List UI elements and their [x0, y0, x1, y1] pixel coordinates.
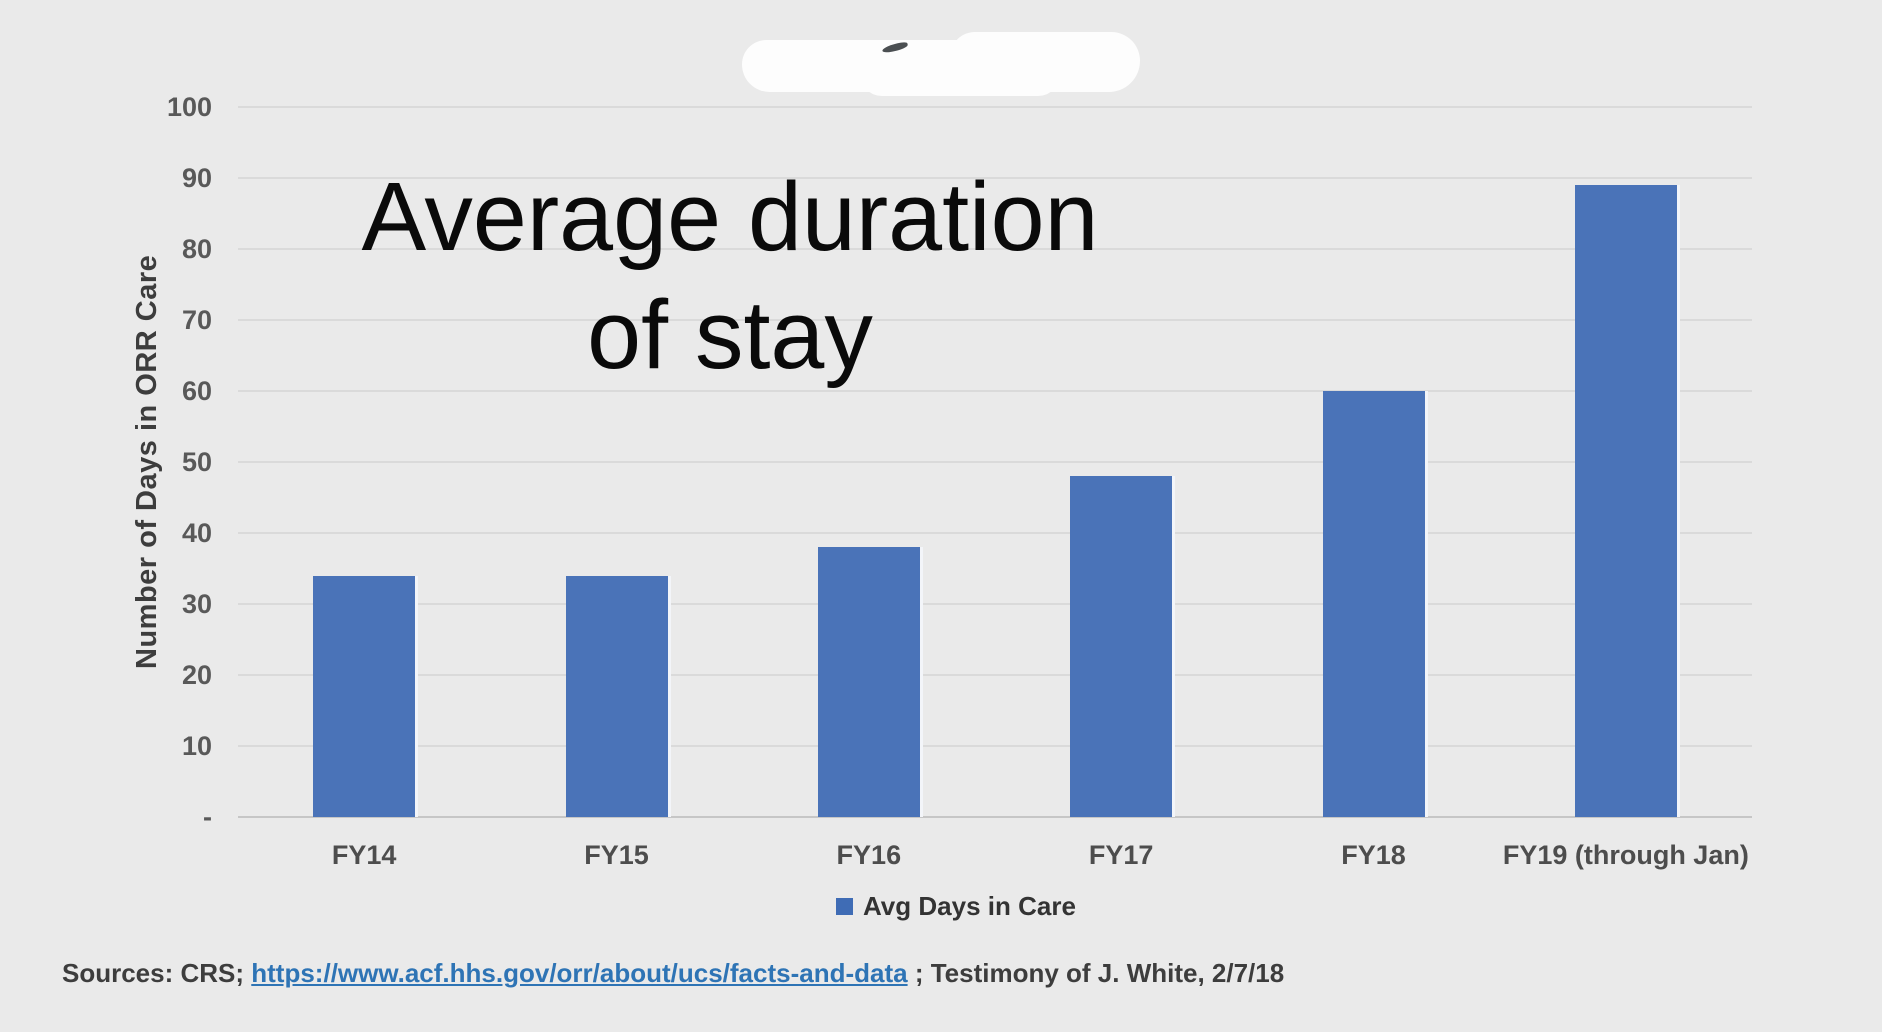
sources-suffix: ; Testimony of J. White, 2/7/18 — [907, 958, 1285, 988]
y-tick-label-40: 40 — [181, 518, 212, 548]
chart-title-line2: of stay — [587, 280, 873, 390]
bar-fy14 — [313, 576, 415, 817]
x-axis-label-fy18: FY18 — [1341, 840, 1406, 870]
x-axis-line — [238, 816, 1752, 818]
gridline — [238, 745, 1752, 747]
y-tick-label-90: 90 — [181, 163, 212, 193]
gridline — [238, 177, 1752, 179]
y-tick-label-100: 100 — [166, 92, 212, 122]
y-tick-label-80: 80 — [181, 234, 212, 264]
x-axis-label-fy19-through-jan: FY19 (through Jan) — [1502, 840, 1749, 870]
gridline — [238, 248, 1752, 250]
y-tick-label-30: 30 — [181, 589, 212, 619]
sources-line: Sources: CRS; https://www.acf.hhs.gov/or… — [62, 958, 1284, 989]
legend: Avg Days in Care — [836, 891, 1076, 922]
gridline — [238, 461, 1752, 463]
bar-fy18 — [1323, 391, 1425, 817]
chart-title: Average duration of stay — [270, 158, 1190, 395]
x-axis-label-fy15: FY15 — [584, 840, 649, 870]
gridline — [238, 390, 1752, 392]
y-tick-label-0: - — [203, 802, 212, 832]
y-tick-label-60: 60 — [181, 376, 212, 406]
legend-swatch-icon — [836, 898, 853, 915]
y-tick-label-10: 10 — [181, 731, 212, 761]
gridline — [238, 106, 1752, 108]
bar-fy15 — [566, 576, 668, 817]
y-tick-label-20: 20 — [181, 660, 212, 690]
bar-fy17 — [1070, 476, 1172, 817]
sources-link[interactable]: https://www.acf.hhs.gov/orr/about/ucs/fa… — [251, 958, 908, 988]
gridline — [238, 603, 1752, 605]
x-axis-label-fy14: FY14 — [331, 840, 397, 870]
gridline — [238, 674, 1752, 676]
bar-fy19-through-jan — [1575, 185, 1677, 817]
whiteout-blob-part — [860, 52, 1060, 96]
gridline — [238, 532, 1752, 534]
x-axis-label-fy17: FY17 — [1088, 840, 1154, 870]
legend-label: Avg Days in Care — [863, 891, 1076, 921]
gridline — [238, 319, 1752, 321]
chart-title-line1: Average duration — [361, 162, 1099, 271]
y-tick-label-50: 50 — [181, 447, 212, 477]
bar-fy16 — [818, 547, 920, 817]
x-axis-label-fy16: FY16 — [836, 840, 902, 870]
sources-prefix: Sources: CRS; — [62, 958, 252, 988]
bar-chart-plot-area — [238, 106, 1752, 818]
y-tick-label-70: 70 — [181, 305, 212, 335]
